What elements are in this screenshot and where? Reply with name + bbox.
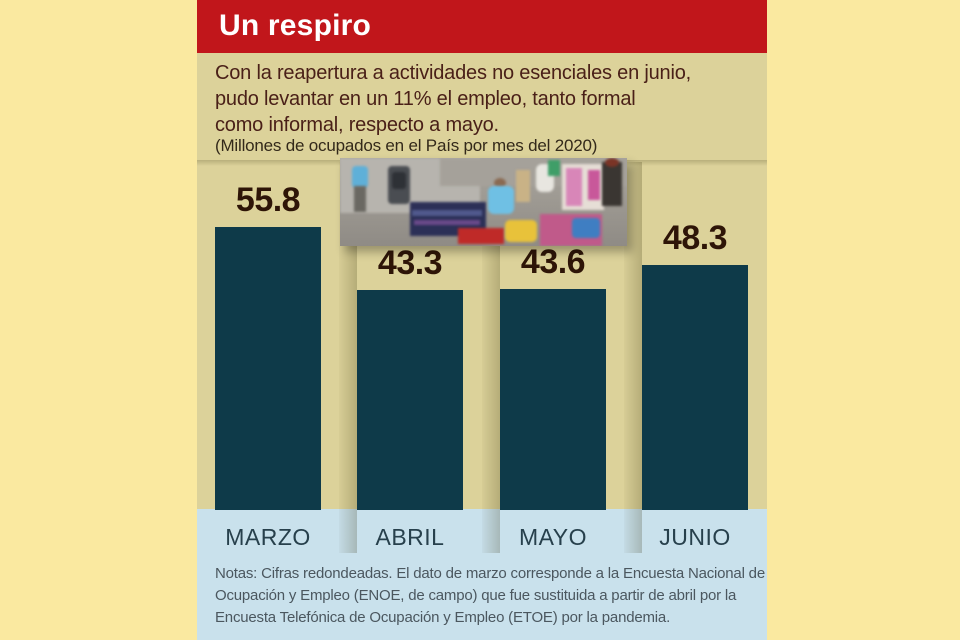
bar-abril (357, 290, 463, 510)
column-shadow (339, 162, 357, 553)
axis-label-junio: JUNIO (659, 524, 731, 550)
photo-fragment (588, 170, 600, 200)
title-bar: Un respiro (197, 0, 767, 53)
photo-fragment (602, 162, 622, 206)
photo-fragment (548, 160, 560, 176)
bar-junio (642, 265, 748, 510)
bar-mayo (500, 289, 606, 510)
street-market-photo (340, 158, 627, 246)
value-label-mayo: 43.6 (520, 243, 586, 281)
content-panel: Un respiro Con la reapertura a actividad… (197, 0, 767, 640)
axis-label-mayo: MAYO (518, 524, 588, 550)
photo-fragment (458, 228, 504, 244)
page-title: Un respiro (219, 9, 372, 42)
column-shadow (482, 162, 500, 553)
intro-text: Con la reapertura a actividades no esenc… (215, 62, 691, 136)
photo-fragment (605, 158, 619, 167)
value-label-abril: 43.3 (377, 244, 443, 282)
photo-fragment (354, 186, 366, 212)
axis-band (197, 509, 767, 640)
axis-label-abril: ABRIL (375, 524, 445, 550)
photo-fragment (414, 220, 480, 225)
photo-fragment (572, 218, 600, 238)
photo-fragment (352, 166, 368, 188)
photo-fragment (412, 210, 482, 216)
value-label-junio: 48.3 (662, 219, 728, 257)
photo-fragment (494, 178, 506, 188)
photo-fragment (392, 172, 406, 189)
chart-subtitle: (Millones de ocupados en el País por mes… (215, 136, 598, 155)
photo-fragment (516, 170, 530, 202)
value-label-marzo: 55.8 (235, 181, 301, 219)
axis-label-marzo: MARZO (225, 524, 311, 550)
photo-fragment (566, 168, 582, 206)
column-shadow (624, 162, 642, 553)
photo-fragment (488, 186, 514, 214)
photo-fragment (505, 220, 537, 242)
bar-marzo (215, 227, 321, 510)
notes-text: Notas: Cifras redondeadas. El dato de ma… (215, 565, 765, 626)
